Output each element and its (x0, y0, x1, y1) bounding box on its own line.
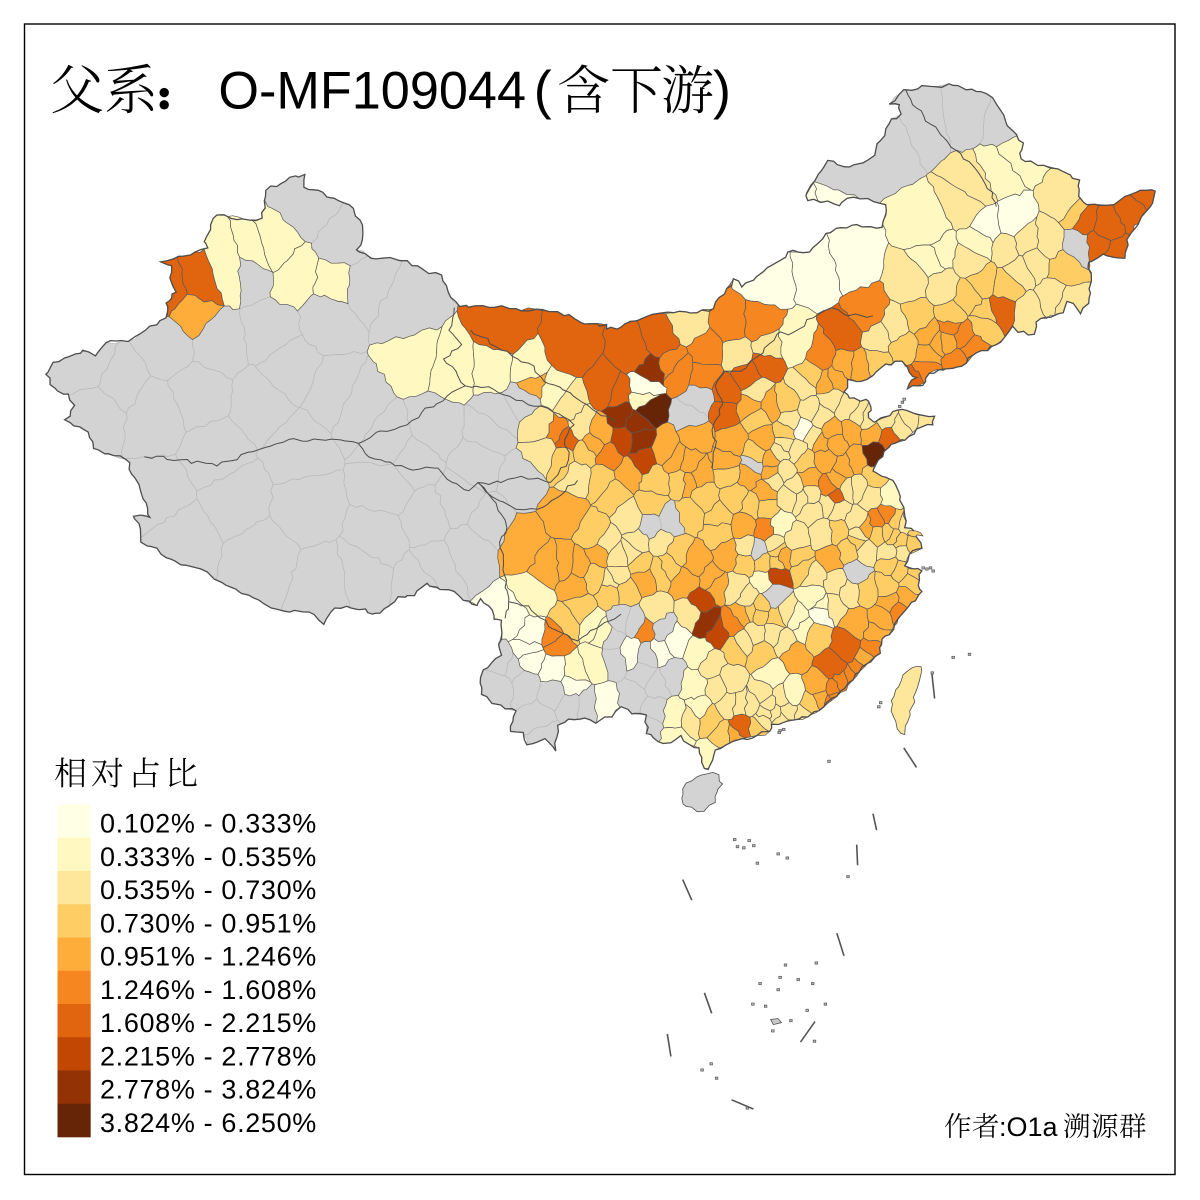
svg-text:0.333% - 0.535%: 0.333% - 0.535% (100, 842, 317, 872)
svg-text:O-MF109044: O-MF109044 (218, 62, 526, 121)
svg-text:): ) (713, 61, 731, 121)
svg-text:(: ( (534, 61, 552, 121)
svg-text::O1a: :O1a (999, 1112, 1059, 1142)
svg-text:2.215% - 2.778%: 2.215% - 2.778% (100, 1041, 317, 1071)
svg-text:0.102% - 0.333%: 0.102% - 0.333% (100, 809, 317, 839)
svg-text:0.951% - 1.246%: 0.951% - 1.246% (100, 942, 317, 972)
svg-text:0.730% - 0.951%: 0.730% - 0.951% (100, 908, 317, 938)
svg-text:1.608% - 2.215%: 1.608% - 2.215% (100, 1008, 317, 1038)
svg-text:0.535% - 0.730%: 0.535% - 0.730% (100, 875, 317, 905)
svg-text:2.778% - 3.824%: 2.778% - 3.824% (100, 1075, 317, 1105)
svg-text:1.246% - 1.608%: 1.246% - 1.608% (100, 975, 317, 1005)
svg-text:3.824% - 6.250%: 3.824% - 6.250% (100, 1108, 317, 1138)
